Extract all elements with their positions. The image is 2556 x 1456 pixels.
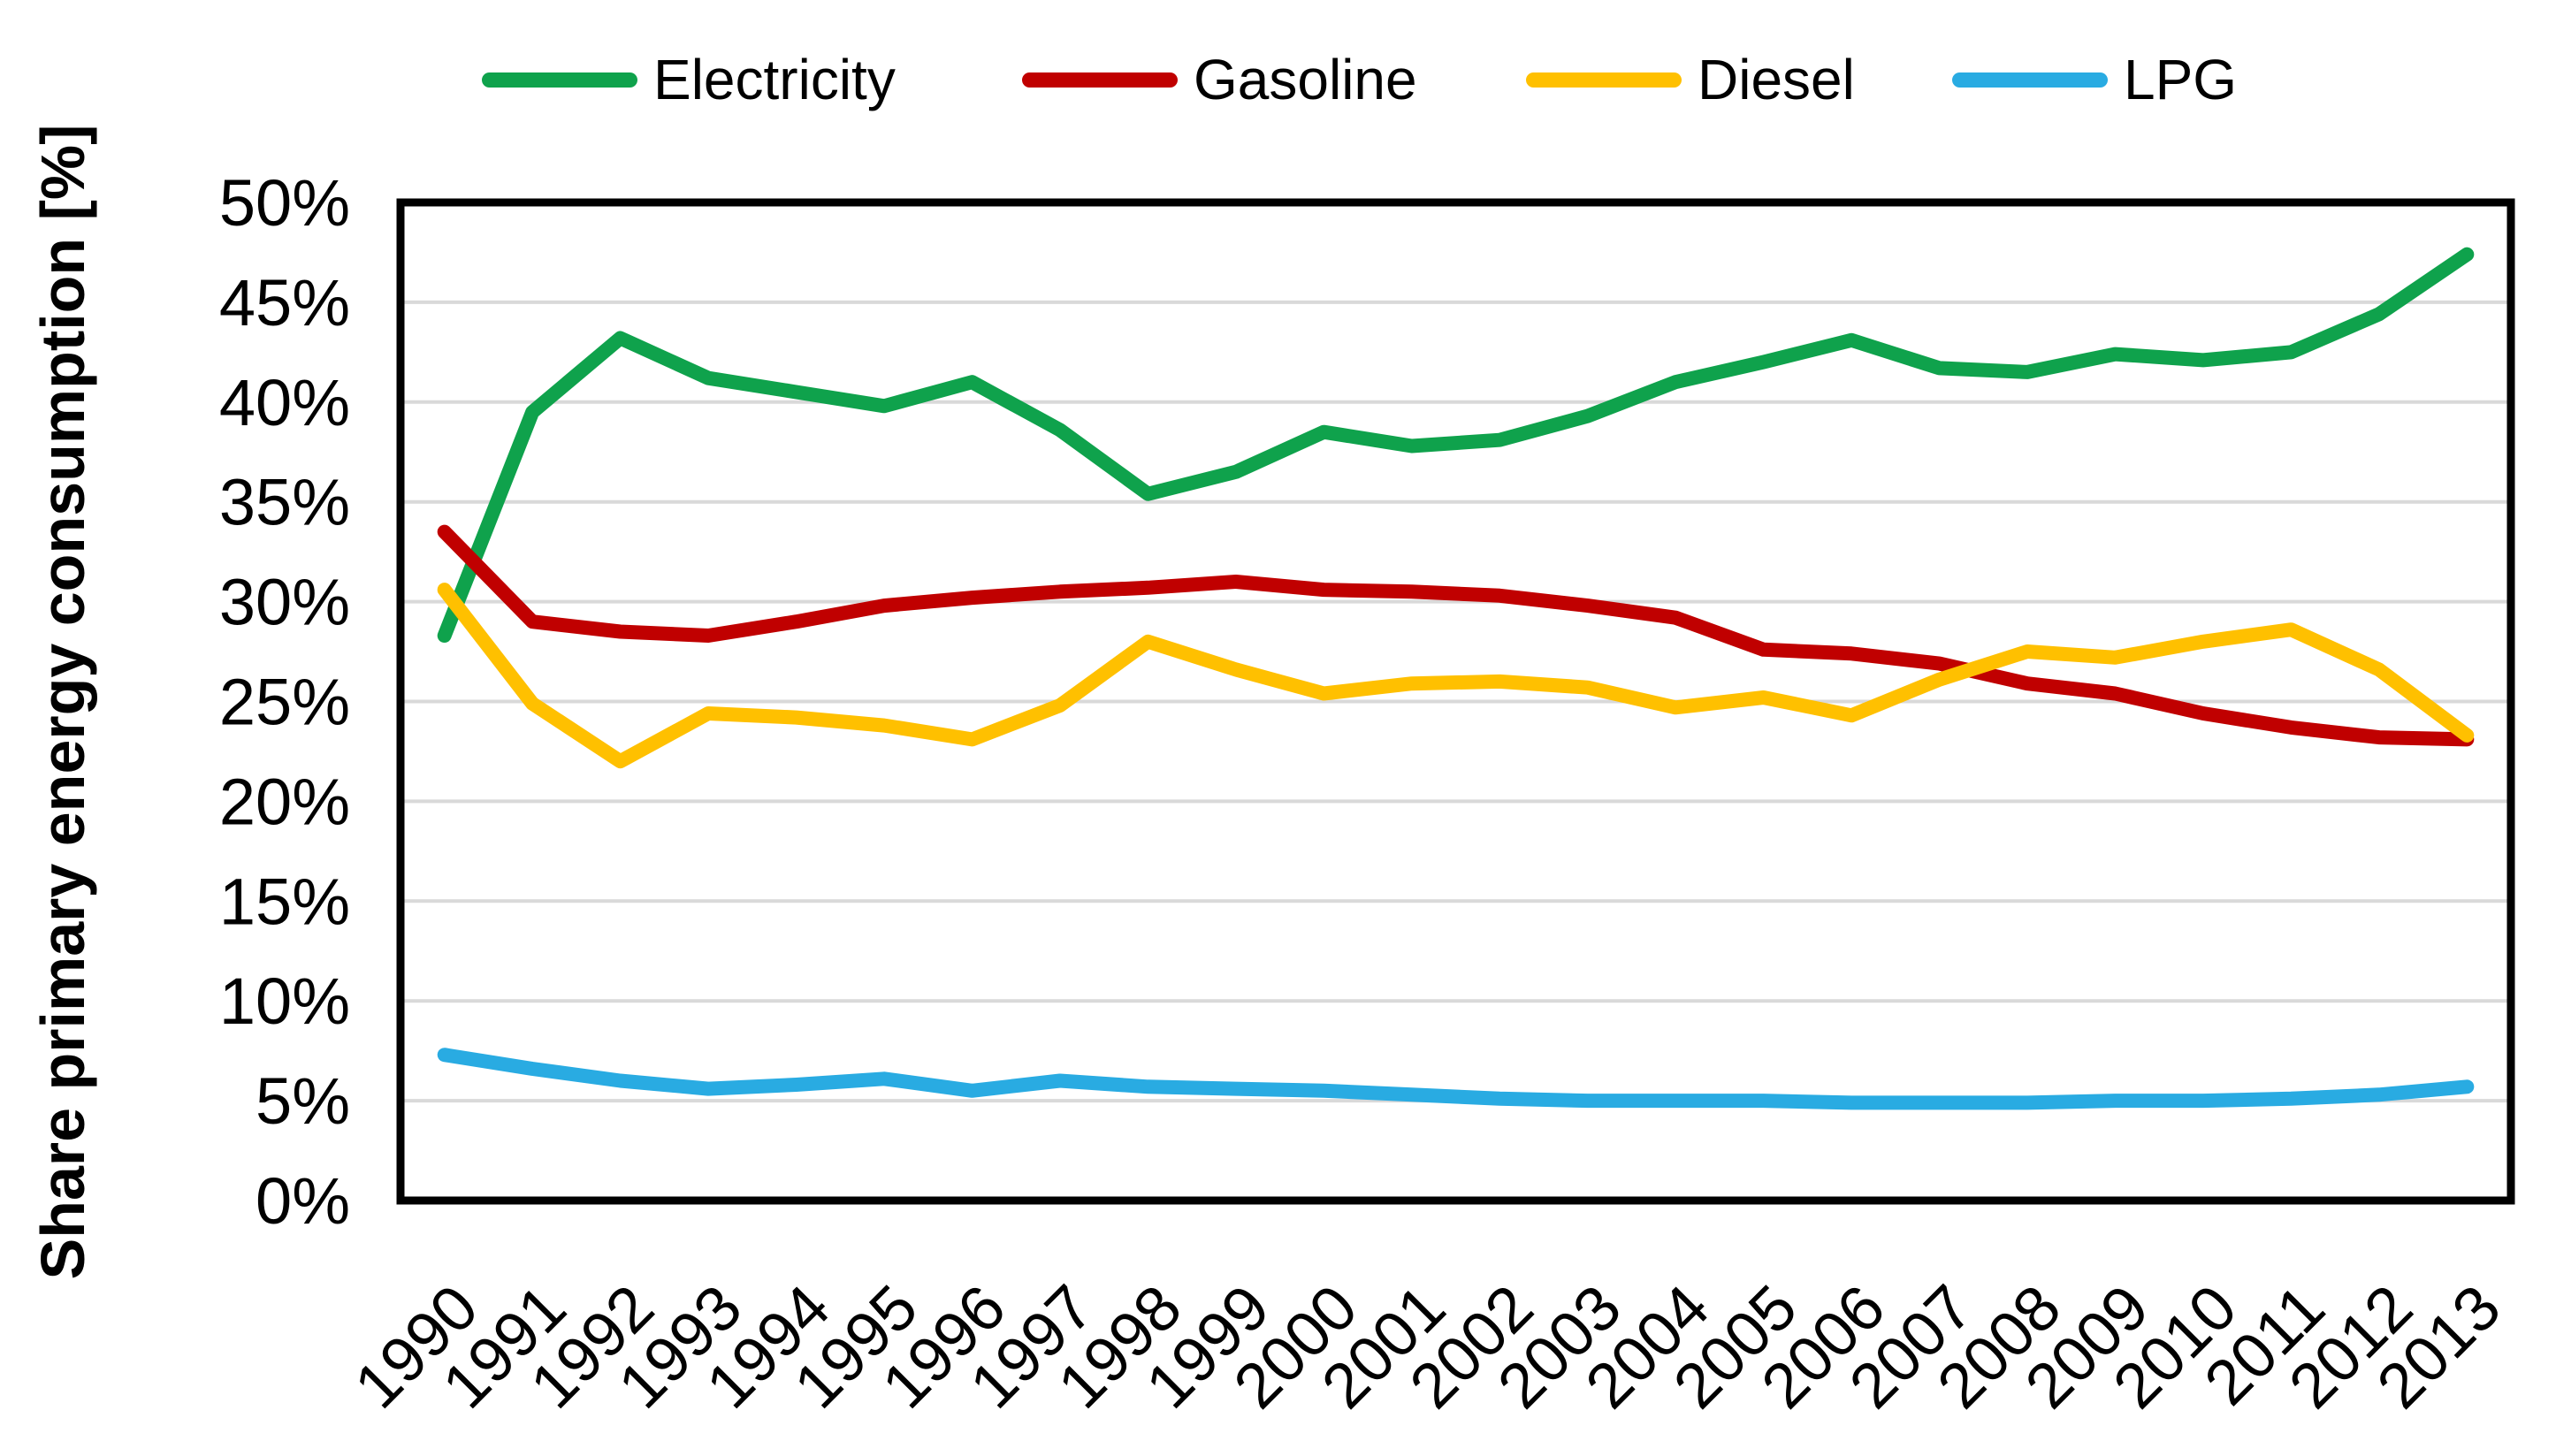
legend-item-gasoline: Gasoline — [1022, 46, 1417, 113]
legend-label-lpg: LPG — [2124, 48, 2238, 111]
series-line-electricity — [437, 247, 2475, 643]
y-axis-title: Share primary energy consumption [%] — [28, 125, 97, 1280]
series-line-diesel — [437, 583, 2475, 769]
y-tick-label: 40% — [219, 366, 350, 439]
legend: Electricity Gasoline Diesel LPG — [0, 46, 2556, 113]
plot-border — [396, 198, 2515, 1205]
legend-label-gasoline: Gasoline — [1194, 48, 1417, 111]
y-tick-label: 45% — [219, 266, 350, 339]
y-tick-label: 5% — [256, 1064, 350, 1138]
y-tick-label: 20% — [219, 765, 350, 838]
y-tick-label: 10% — [219, 964, 350, 1038]
y-tick-label: 50% — [219, 166, 350, 240]
y-tick-label: 25% — [219, 666, 350, 739]
series-line-lpg — [437, 1048, 2475, 1110]
legend-item-diesel: Diesel — [1526, 46, 1855, 113]
legend-item-lpg: LPG — [1952, 46, 2237, 113]
legend-label-diesel: Diesel — [1698, 48, 1855, 111]
y-tick-label: 15% — [219, 865, 350, 938]
legend-label-electricity: Electricity — [653, 48, 896, 111]
y-tick-label: 30% — [219, 566, 350, 639]
legend-swatch-lpg — [1952, 72, 2108, 88]
legend-swatch-gasoline — [1022, 72, 1178, 88]
y-tick-label: 0% — [256, 1164, 350, 1238]
y-tick-label: 35% — [219, 466, 350, 539]
legend-swatch-electricity — [482, 72, 637, 88]
series-line-gasoline — [437, 524, 2475, 747]
legend-item-electricity: Electricity — [482, 46, 896, 113]
legend-swatch-diesel — [1526, 72, 1682, 88]
